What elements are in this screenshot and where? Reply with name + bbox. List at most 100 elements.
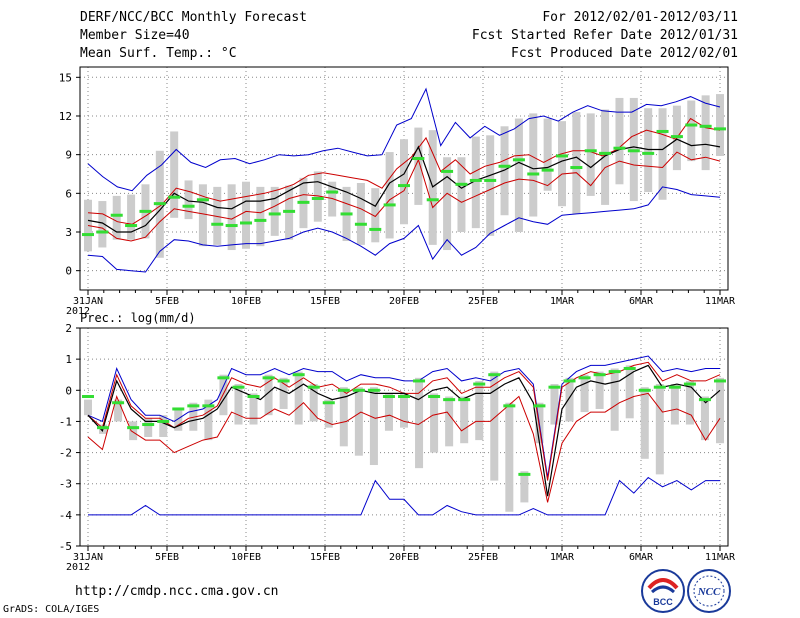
chart-title: DERF/NCC/BCC Monthly Forecast: [80, 10, 307, 25]
median-mark: [268, 212, 281, 216]
ensemble-box: [385, 152, 394, 239]
ensemble-box: [514, 118, 523, 232]
ensemble-box: [159, 415, 168, 437]
y-tick-label: -3: [59, 478, 72, 491]
median-mark: [699, 124, 712, 128]
ensemble-box: [184, 180, 193, 220]
ensemble-box: [490, 371, 499, 481]
median-mark: [714, 379, 726, 383]
median-mark: [714, 127, 726, 131]
median-mark: [570, 166, 583, 170]
series-min: [88, 476, 720, 516]
series-mean: [87, 364, 721, 497]
ensemble-box: [84, 399, 92, 416]
series-lower: [87, 392, 721, 503]
median-mark: [599, 151, 612, 155]
median-mark: [653, 385, 666, 389]
x-tick-label: 6MAR: [629, 296, 654, 307]
ensemble-box: [486, 135, 495, 236]
median-mark: [247, 395, 260, 399]
x-tick-label: 10FEB: [231, 552, 261, 563]
ensemble-box: [170, 131, 179, 218]
ensemble-box: [256, 186, 265, 247]
median-mark: [283, 209, 296, 213]
median-mark: [455, 182, 468, 186]
median-mark: [211, 222, 224, 226]
ensemble-box: [601, 109, 610, 205]
median-mark: [670, 135, 683, 139]
median-mark: [548, 385, 561, 389]
median-mark: [623, 366, 636, 370]
median-mark: [412, 157, 425, 161]
ensemble-box: [475, 380, 484, 441]
median-mark: [613, 146, 626, 150]
median-mark: [157, 419, 170, 423]
variable-label: Mean Surf. Temp.: °C: [80, 46, 237, 61]
median-mark: [441, 169, 454, 173]
median-mark: [541, 168, 554, 172]
source-url[interactable]: http://cmdp.ncc.cma.gov.cn: [75, 584, 279, 599]
x-tick-label: 5FEB: [155, 296, 179, 307]
x-tick-label: 6MAR: [629, 552, 654, 563]
ensemble-box: [270, 186, 279, 236]
median-mark: [127, 426, 140, 430]
median-mark: [254, 218, 267, 222]
ensemble-box: [227, 184, 236, 251]
median-mark: [488, 373, 501, 377]
median-mark: [225, 224, 238, 228]
ensemble-box: [174, 408, 183, 431]
ensemble-box: [112, 195, 121, 240]
median-mark: [512, 158, 525, 162]
y-tick-label: 3: [65, 226, 72, 239]
median-mark: [413, 379, 426, 383]
median-mark: [311, 196, 324, 200]
ensemble-box: [716, 377, 724, 444]
ensemble-box: [144, 418, 153, 437]
series-lower: [87, 151, 721, 242]
ensemble-box: [279, 377, 288, 409]
median-mark: [484, 178, 497, 182]
ensemble-box: [500, 126, 509, 216]
ensemble-box: [471, 136, 480, 229]
ensemble-box: [685, 380, 694, 425]
ensemble-box: [658, 108, 667, 200]
forecast-period: For 2012/02/01-2012/03/11: [542, 10, 738, 25]
ensemble-box: [204, 399, 213, 441]
series-max: [87, 355, 720, 478]
ensemble-box: [565, 377, 574, 422]
median-mark: [593, 373, 606, 377]
ensemble-box: [615, 97, 624, 185]
ensemble-box: [558, 121, 566, 207]
y-tick-label: -1: [59, 415, 72, 428]
median-mark: [292, 373, 305, 377]
x-tick-label: 25FEB: [468, 552, 498, 563]
median-mark: [398, 395, 410, 399]
ensemble-box: [369, 387, 378, 466]
x-tick-label: 11MAR: [705, 552, 736, 563]
panel-title: Prec.: log(mm/d): [80, 311, 196, 325]
ensemble-box: [415, 377, 424, 469]
median-mark: [322, 401, 335, 405]
median-mark: [656, 129, 669, 133]
x-tick-label: 1MAR: [550, 296, 575, 307]
ensemble-box: [550, 384, 559, 425]
ensemble-box: [114, 399, 123, 422]
median-mark: [202, 404, 215, 408]
median-mark: [382, 395, 395, 399]
x-tick-label: 25FEB: [468, 296, 498, 307]
ensemble-box: [129, 421, 138, 441]
median-mark: [584, 149, 597, 153]
ensemble-box: [700, 396, 709, 441]
ensemble-box: [356, 183, 365, 245]
median-mark: [340, 212, 353, 216]
median-mark: [498, 164, 511, 168]
ensemble-box: [313, 171, 322, 222]
x-tick-label: 20FEB: [389, 296, 419, 307]
ensemble-box: [430, 393, 439, 453]
ensemble-box: [445, 396, 454, 447]
ensemble-box: [98, 201, 107, 248]
ensemble-box: [640, 387, 649, 459]
ensemble-box: [701, 95, 710, 171]
x-year-label: 2012: [66, 306, 90, 317]
median-mark: [683, 382, 696, 386]
